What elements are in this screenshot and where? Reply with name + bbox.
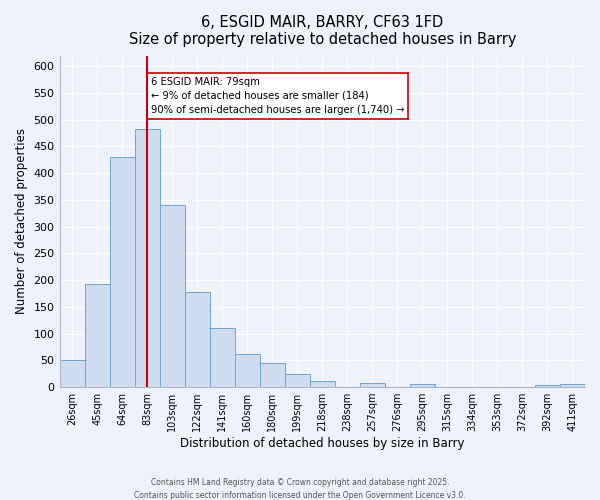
Bar	[360, 384, 385, 387]
Bar	[310, 380, 335, 387]
Bar	[160, 206, 185, 387]
Bar	[535, 386, 560, 387]
Bar	[260, 363, 285, 387]
Bar	[410, 384, 435, 387]
Bar	[85, 284, 110, 387]
Bar	[110, 157, 134, 387]
X-axis label: Distribution of detached houses by size in Barry: Distribution of detached houses by size …	[180, 437, 464, 450]
Text: 6 ESGID MAIR: 79sqm
← 9% of detached houses are smaller (184)
90% of semi-detach: 6 ESGID MAIR: 79sqm ← 9% of detached hou…	[151, 77, 404, 115]
Bar	[209, 328, 235, 387]
Bar	[59, 360, 85, 387]
Text: Contains HM Land Registry data © Crown copyright and database right 2025.
Contai: Contains HM Land Registry data © Crown c…	[134, 478, 466, 500]
Bar	[185, 292, 209, 387]
Bar	[560, 384, 585, 387]
Bar	[134, 129, 160, 387]
Bar	[285, 374, 310, 387]
Title: 6, ESGID MAIR, BARRY, CF63 1FD
Size of property relative to detached houses in B: 6, ESGID MAIR, BARRY, CF63 1FD Size of p…	[128, 15, 516, 48]
Y-axis label: Number of detached properties: Number of detached properties	[15, 128, 28, 314]
Bar	[235, 354, 260, 387]
